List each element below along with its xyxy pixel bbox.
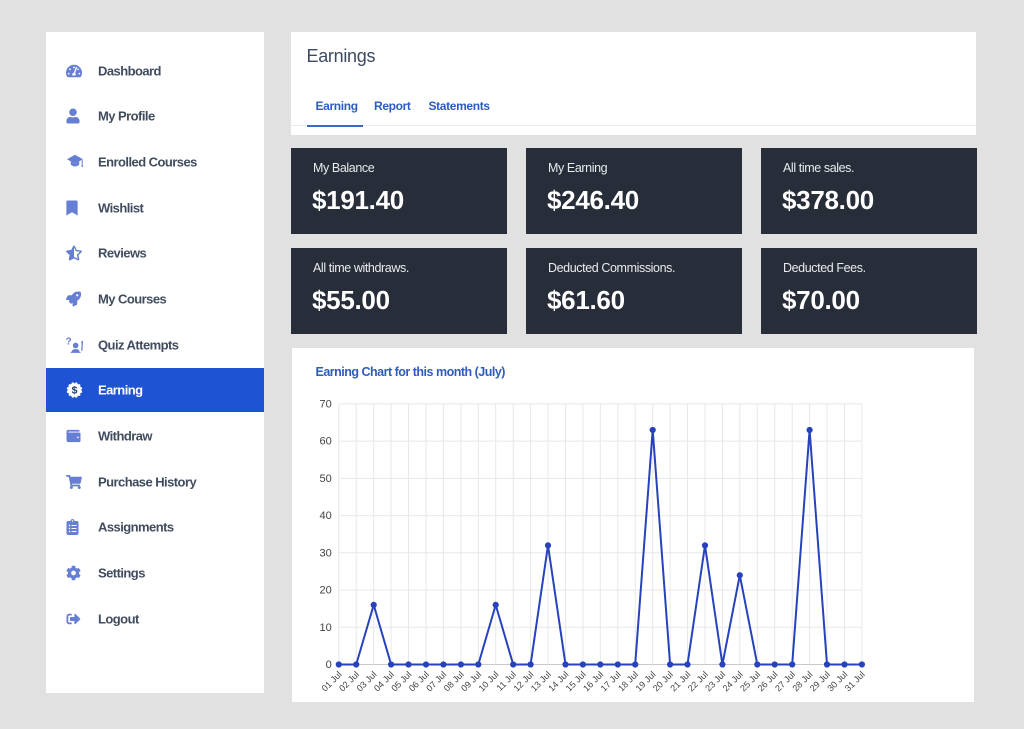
svg-text:60: 60 — [319, 435, 331, 447]
svg-text:70: 70 — [319, 398, 331, 410]
svg-text:40: 40 — [319, 510, 331, 522]
svg-text:50: 50 — [319, 472, 331, 484]
svg-text:20: 20 — [319, 584, 331, 596]
svg-text:0: 0 — [325, 659, 331, 671]
svg-text:?: ? — [66, 336, 72, 347]
svg-text:10 Jul: 10 Jul — [476, 669, 500, 693]
svg-text:30: 30 — [319, 547, 331, 559]
svg-text:10: 10 — [319, 621, 331, 633]
svg-text:$: $ — [72, 385, 78, 397]
svg-text:31 Jul: 31 Jul — [842, 669, 866, 693]
